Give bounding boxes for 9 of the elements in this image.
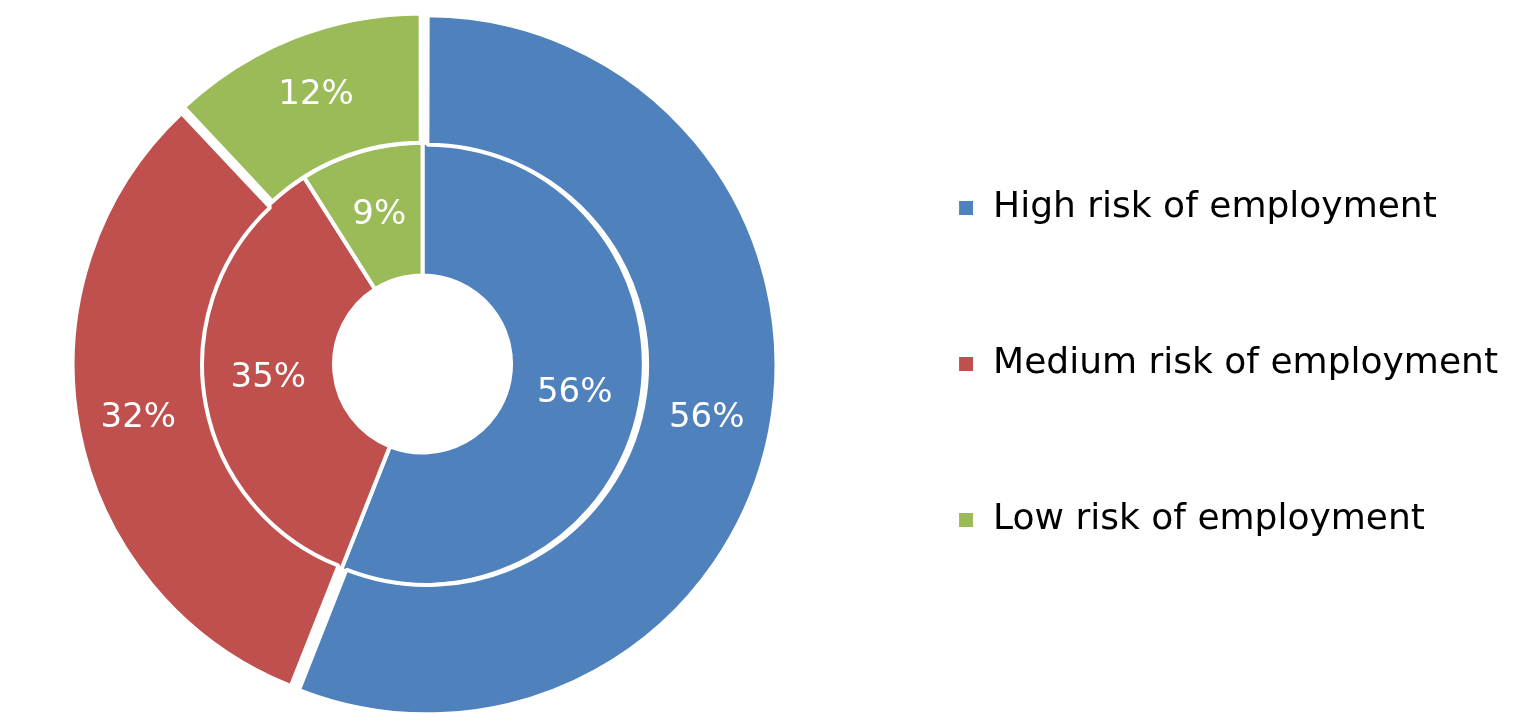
legend-label: Low risk of employment [993,496,1425,538]
legend-label: Medium risk of employment [993,340,1499,382]
legend-label: High risk of employment [993,184,1437,226]
data-label: 32% [100,395,177,436]
data-label: 35% [230,355,307,396]
data-label: 9% [352,192,407,233]
data-label: 56% [536,369,613,410]
data-label: 12% [278,71,354,112]
data-label: 56% [668,395,745,436]
